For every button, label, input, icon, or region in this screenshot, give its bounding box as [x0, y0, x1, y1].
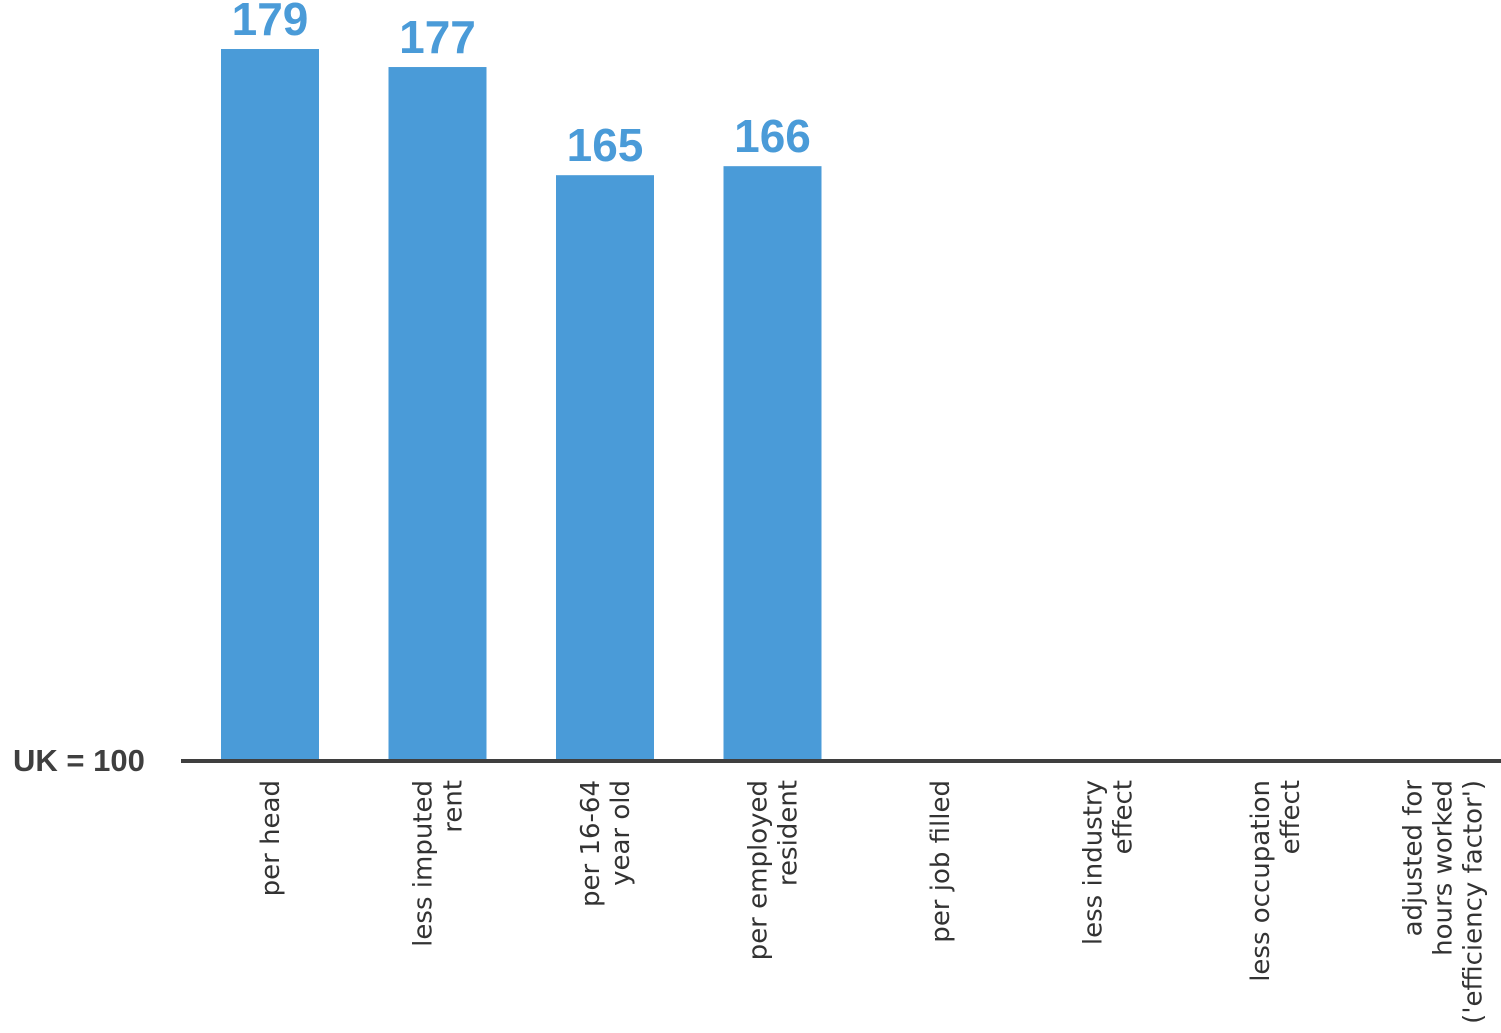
category-label-line: effect [1276, 780, 1306, 854]
bar-1 [388, 67, 487, 762]
category-label-line: per employed [744, 780, 774, 960]
bars-layer [221, 49, 822, 762]
bar-3 [723, 166, 822, 762]
bar-0 [221, 49, 319, 761]
category-label-line: per head [256, 780, 286, 896]
category-label-7: adjusted for hours worked ('efficiency fac… [1399, 780, 1489, 1024]
category-label-line: adjusted for [1399, 780, 1429, 937]
baseline-label: UK = 100 [13, 743, 145, 778]
category-label-6: less occupation effect [1246, 780, 1306, 982]
bar-value-label-3: 166 [734, 110, 811, 162]
category-label-line: less imputed [409, 780, 439, 947]
category-label-line: per 16-64 [576, 780, 606, 907]
category-label-line: year old [606, 780, 636, 886]
bar-value-label-1: 177 [399, 11, 476, 63]
category-label-line: less occupation [1246, 780, 1276, 982]
category-label-line: rent [439, 780, 469, 833]
value-labels-layer: 179 177 165 166 [232, 0, 811, 171]
category-label-0: per head [256, 780, 286, 896]
category-label-5: less industry effect [1079, 780, 1139, 945]
category-label-line: per job filled [926, 780, 956, 943]
category-label-line: ('efficiency factor') [1459, 780, 1489, 1024]
bar-value-label-2: 165 [567, 119, 644, 171]
category-label-line: less industry [1079, 780, 1109, 945]
category-label-line: effect [1109, 780, 1139, 854]
category-labels-layer: per head less imputed rent per 16-64 year ol… [256, 780, 1489, 1024]
bar-value-label-0: 179 [232, 0, 309, 45]
category-label-1: less imputed rent [409, 780, 469, 947]
category-label-line: hours worked [1429, 780, 1459, 956]
category-label-line: resident [774, 780, 804, 886]
bar-2 [556, 175, 654, 761]
category-label-2: per 16-64 year old [576, 780, 636, 907]
category-label-3: per employed resident [744, 780, 804, 960]
category-label-4: per job filled [926, 780, 956, 943]
